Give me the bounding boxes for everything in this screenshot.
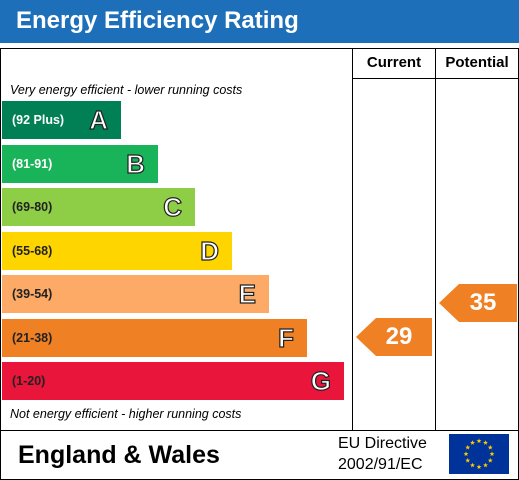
eu-star-icon: [470, 462, 475, 468]
band-range-label: (39-54): [12, 287, 53, 301]
eu-flag-icon: [449, 434, 509, 474]
directive-line-1: EU Directive: [338, 435, 427, 452]
band-range-label: (55-68): [12, 243, 53, 258]
band-d: (55-68) D: [2, 231, 232, 270]
band-range-label: (92 Plus): [12, 113, 65, 127]
eu-star-icon: [483, 462, 488, 468]
band-letter: F: [278, 322, 295, 353]
eu-star-icon: [487, 444, 493, 450]
potential-column-header: Potential: [445, 54, 509, 71]
band-letter: E: [238, 278, 257, 309]
inefficient-note: Not energy efficient - higher running co…: [10, 407, 242, 421]
band-a: (92 Plus) A: [2, 101, 121, 139]
band-letter: B: [126, 148, 146, 179]
band-range-label: (1-20): [12, 374, 46, 388]
column-header-divider: [352, 78, 518, 79]
potential-column-divider: [435, 48, 436, 431]
eu-star-icon: [465, 457, 471, 463]
eu-star-icon: [476, 464, 482, 470]
eu-star-icon: [476, 438, 482, 444]
current-column-header: Current: [366, 54, 422, 71]
eu-star-icon: [470, 440, 475, 445]
band-f: (21-38) F: [2, 318, 307, 357]
footer-divider: [0, 430, 518, 431]
band-letter: C: [163, 191, 183, 222]
eu-star-icon: [465, 444, 471, 450]
eu-star-icon: [489, 451, 495, 457]
efficient-note: Very energy efficient - lower running co…: [10, 83, 243, 97]
page-title: Energy Efficiency Rating: [16, 7, 299, 34]
band-letter: A: [89, 104, 109, 135]
band-range-label: (81-91): [12, 156, 53, 171]
band-e: (39-54) E: [2, 275, 269, 313]
footer-country: England & Wales: [18, 441, 220, 469]
band-c: (69-80) C: [2, 188, 195, 226]
band-b: (81-91) B: [2, 144, 158, 183]
eu-star-icon: [483, 440, 488, 445]
directive-line-2: 2002/91/EC: [338, 456, 423, 473]
eu-star-icon: [487, 457, 493, 463]
band-range-label: (69-80): [12, 200, 53, 214]
current-rating-arrow-value: 29: [385, 323, 413, 350]
band-range-label: (21-38): [12, 330, 53, 345]
eu-star-icon: [463, 451, 469, 457]
current-column-divider: [352, 48, 353, 431]
potential-rating-arrow-value: 35: [469, 289, 497, 316]
band-letter: G: [310, 365, 331, 396]
header-bar: Energy Efficiency Rating: [0, 0, 519, 43]
band-g: (1-20) G: [2, 362, 344, 400]
band-letter: D: [200, 235, 220, 266]
